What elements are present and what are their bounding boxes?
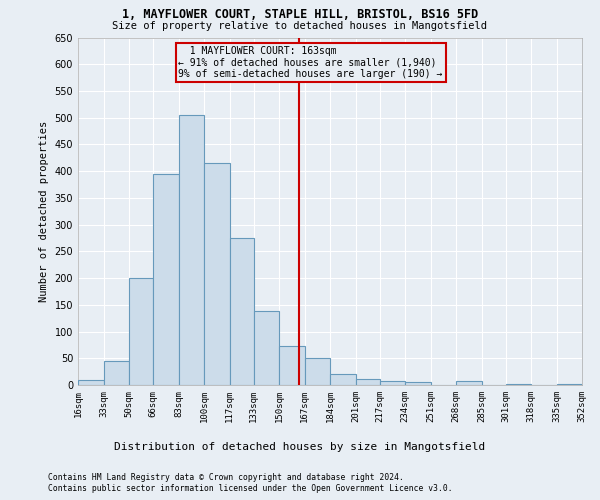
Text: 1 MAYFLOWER COURT: 163sqm  
← 91% of detached houses are smaller (1,940)
9% of s: 1 MAYFLOWER COURT: 163sqm ← 91% of detac… xyxy=(179,46,443,78)
Bar xyxy=(279,346,305,385)
Bar xyxy=(104,361,129,385)
Bar xyxy=(129,278,153,385)
Y-axis label: Number of detached properties: Number of detached properties xyxy=(39,120,49,302)
Bar xyxy=(229,238,254,385)
Bar xyxy=(505,384,531,385)
Bar xyxy=(355,379,380,385)
Bar xyxy=(254,311,279,385)
Bar xyxy=(78,380,104,385)
Bar xyxy=(557,384,582,385)
Bar xyxy=(380,380,405,385)
Bar xyxy=(204,163,229,385)
Bar xyxy=(179,115,204,385)
Text: Size of property relative to detached houses in Mangotsfield: Size of property relative to detached ho… xyxy=(113,21,487,31)
Bar xyxy=(153,174,179,385)
Bar xyxy=(456,382,482,385)
Bar xyxy=(330,374,355,385)
Bar xyxy=(405,382,431,385)
Text: Distribution of detached houses by size in Mangotsfield: Distribution of detached houses by size … xyxy=(115,442,485,452)
Text: Contains HM Land Registry data © Crown copyright and database right 2024.: Contains HM Land Registry data © Crown c… xyxy=(48,472,404,482)
Bar xyxy=(305,358,330,385)
Text: Contains public sector information licensed under the Open Government Licence v3: Contains public sector information licen… xyxy=(48,484,452,493)
Text: 1, MAYFLOWER COURT, STAPLE HILL, BRISTOL, BS16 5FD: 1, MAYFLOWER COURT, STAPLE HILL, BRISTOL… xyxy=(122,8,478,20)
